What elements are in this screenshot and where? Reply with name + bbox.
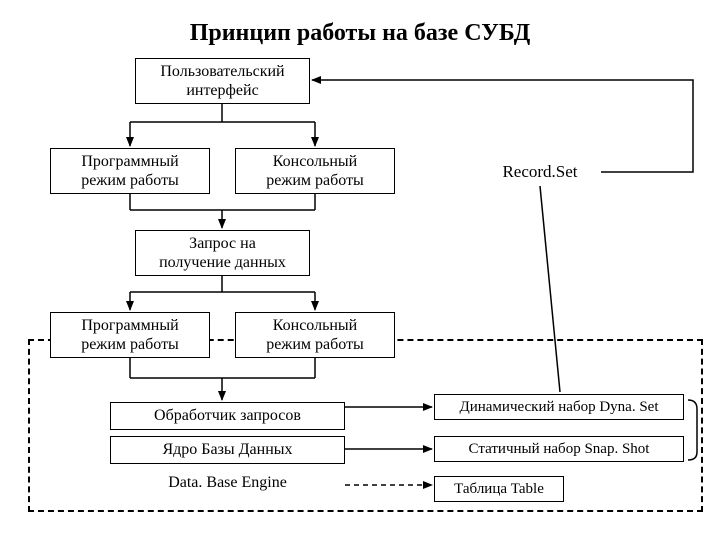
node-dynaset-label: Динамический набор Dyna. Set (459, 398, 658, 416)
node-table: Таблица Table (434, 476, 564, 502)
node-cons2: Консольныйрежим работы (235, 312, 395, 358)
node-prog2: Программныйрежим работы (50, 312, 210, 358)
node-cons1-label: Консольныйрежим работы (266, 152, 364, 190)
node-engine: Data. Base Engine (140, 472, 315, 494)
node-prog2-label: Программныйрежим работы (81, 316, 179, 354)
node-prog1: Программныйрежим работы (50, 148, 210, 194)
node-cons2-label: Консольныйрежим работы (266, 316, 364, 354)
node-ui: Пользовательскийинтерфейс (135, 58, 310, 104)
node-table-label: Таблица Table (454, 480, 544, 498)
node-prog1-label: Программныйрежим работы (81, 152, 179, 190)
diagram-title: Принцип работы на базе СУБД (130, 20, 590, 47)
node-request-label: Запрос наполучение данных (159, 234, 286, 272)
node-cons1: Консольныйрежим работы (235, 148, 395, 194)
node-handler-label: Обработчик запросов (154, 406, 301, 425)
node-snapshot-label: Статичный набор Snap. Shot (469, 440, 650, 458)
node-engine-label: Data. Base Engine (168, 474, 287, 492)
node-recordset-label: Record.Set (502, 162, 577, 182)
node-dynaset: Динамический набор Dyna. Set (434, 394, 684, 420)
node-snapshot: Статичный набор Snap. Shot (434, 436, 684, 462)
node-handler: Обработчик запросов (110, 402, 345, 430)
node-core: Ядро Базы Данных (110, 436, 345, 464)
node-ui-label: Пользовательскийинтерфейс (160, 62, 284, 100)
node-request: Запрос наполучение данных (135, 230, 310, 276)
node-recordset: Record.Set (480, 160, 600, 184)
node-core-label: Ядро Базы Данных (162, 440, 292, 459)
